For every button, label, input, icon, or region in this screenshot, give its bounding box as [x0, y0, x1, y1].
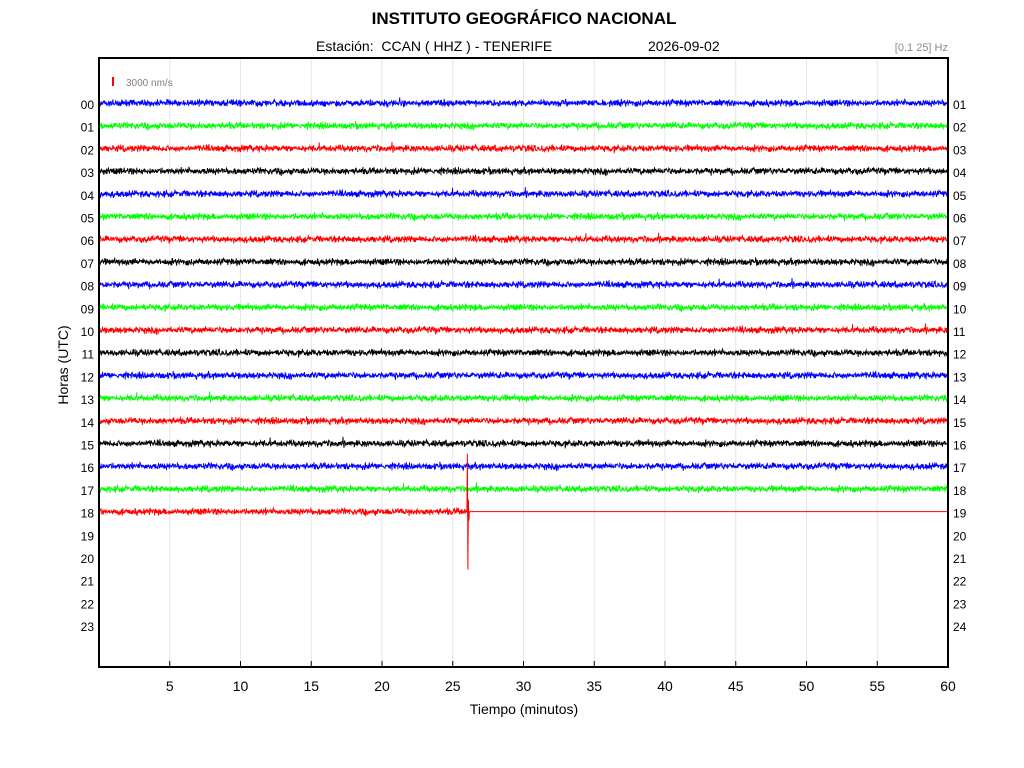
left-hour-label: 06 [81, 234, 95, 248]
station-label: Estación: CCAN ( HHZ ) - TENERIFE [316, 38, 553, 54]
x-tick-label: 5 [166, 678, 174, 694]
trace-hour-12 [98, 370, 949, 381]
right-hour-label: 17 [953, 461, 967, 475]
right-hour-label: 12 [953, 348, 967, 362]
scale-bar-label: 3000 nm/s [126, 78, 173, 89]
right-hour-label: 06 [953, 212, 967, 226]
left-hour-label: 03 [81, 166, 95, 180]
trace-hour-03 [98, 166, 949, 177]
event-spike [466, 453, 470, 570]
right-hour-label: 18 [953, 484, 967, 498]
axis-labels: 5 10 15 20 25 30 35 40 45 50 55 60 00 01 02 03 04 05 06 07 0… [81, 98, 967, 694]
trace-hour-01 [98, 120, 949, 131]
right-hour-label: 08 [953, 257, 967, 271]
right-hour-label: 04 [953, 166, 967, 180]
left-hour-label: 23 [81, 620, 95, 634]
left-hour-label: 11 [82, 348, 95, 362]
trace-hour-15 [98, 436, 949, 450]
right-hour-label: 03 [953, 143, 967, 157]
trace-hour-05 [98, 211, 949, 222]
right-hour-label: 14 [953, 393, 967, 407]
right-hour-label: 23 [953, 597, 967, 611]
traces [98, 97, 949, 570]
left-hour-label: 07 [81, 257, 95, 271]
trace-hour-07 [98, 256, 949, 268]
left-hour-label: 05 [81, 212, 95, 226]
trace-hour-04 [98, 187, 949, 199]
left-hour-label: 21 [81, 575, 95, 589]
left-hour-label: 08 [81, 280, 95, 294]
trace-hour-00 [98, 97, 949, 108]
left-hour-label: 17 [81, 484, 95, 498]
right-hour-label: 16 [953, 439, 967, 453]
scale-bar: 3000 nm/s [112, 77, 173, 89]
trace-hour-11 [98, 347, 949, 359]
trace-hour-02 [98, 141, 949, 155]
right-hour-label: 24 [953, 620, 967, 634]
filter-band-label: [0.1 25] Hz [894, 42, 948, 54]
x-tick-label: 25 [445, 678, 461, 694]
left-hour-label: 16 [81, 461, 95, 475]
x-tick-label: 45 [728, 678, 744, 694]
y-axis-label: Horas (UTC) [55, 325, 71, 405]
left-hour-label: 20 [81, 552, 95, 566]
left-hour-label: 13 [81, 393, 95, 407]
right-hour-label: 05 [953, 189, 967, 203]
plot-frame [98, 57, 949, 668]
x-tick-label: 50 [799, 678, 815, 694]
x-tick-label: 55 [869, 678, 885, 694]
right-hour-label: 02 [953, 121, 967, 135]
left-hour-label: 14 [81, 416, 95, 430]
x-tick-label: 30 [516, 678, 532, 694]
left-hour-label: 02 [81, 143, 95, 157]
right-hour-label: 11 [953, 325, 966, 339]
x-tick-label: 35 [586, 678, 602, 694]
trace-hour-06 [98, 232, 949, 245]
trace-hour-13 [98, 391, 949, 403]
right-hour-label: 22 [953, 575, 967, 589]
trace-hour-17 [98, 482, 949, 494]
x-tick-label: 60 [940, 678, 956, 694]
x-tick-label: 15 [303, 678, 319, 694]
left-hour-label: 00 [81, 98, 95, 112]
trace-hour-14 [98, 415, 948, 426]
left-hour-label: 10 [81, 325, 95, 339]
trace-hour-18 [98, 506, 468, 517]
right-hour-label: 19 [953, 507, 967, 521]
left-hour-label: 04 [81, 189, 95, 203]
right-hour-label: 09 [953, 280, 967, 294]
right-hour-label: 01 [953, 98, 967, 112]
left-hour-label: 18 [81, 507, 95, 521]
date-label: 2026-09-02 [648, 38, 720, 54]
x-tick-label: 40 [657, 678, 673, 694]
right-hour-label: 20 [953, 529, 967, 543]
trace-hour-16 [98, 461, 949, 472]
right-hour-label: 07 [953, 234, 967, 248]
chart-title: INSTITUTO GEOGRÁFICO NACIONAL [371, 9, 677, 28]
x-tick-label: 20 [374, 678, 390, 694]
trace-hour-10 [98, 323, 949, 336]
left-hour-label: 22 [81, 597, 95, 611]
right-hour-label: 13 [953, 370, 967, 384]
right-hour-label: 15 [953, 416, 967, 430]
trace-hour-09 [98, 302, 949, 314]
left-hour-label: 12 [81, 370, 95, 384]
left-hour-label: 09 [81, 302, 95, 316]
left-hour-label: 01 [81, 121, 95, 135]
x-axis-label: Tiempo (minutos) [469, 701, 579, 717]
trace-hour-08 [98, 277, 948, 290]
x-tick-label: 10 [233, 678, 249, 694]
left-hour-label: 15 [81, 439, 95, 453]
right-hour-label: 21 [953, 552, 967, 566]
left-hour-label: 19 [81, 529, 95, 543]
right-hour-label: 10 [953, 302, 967, 316]
